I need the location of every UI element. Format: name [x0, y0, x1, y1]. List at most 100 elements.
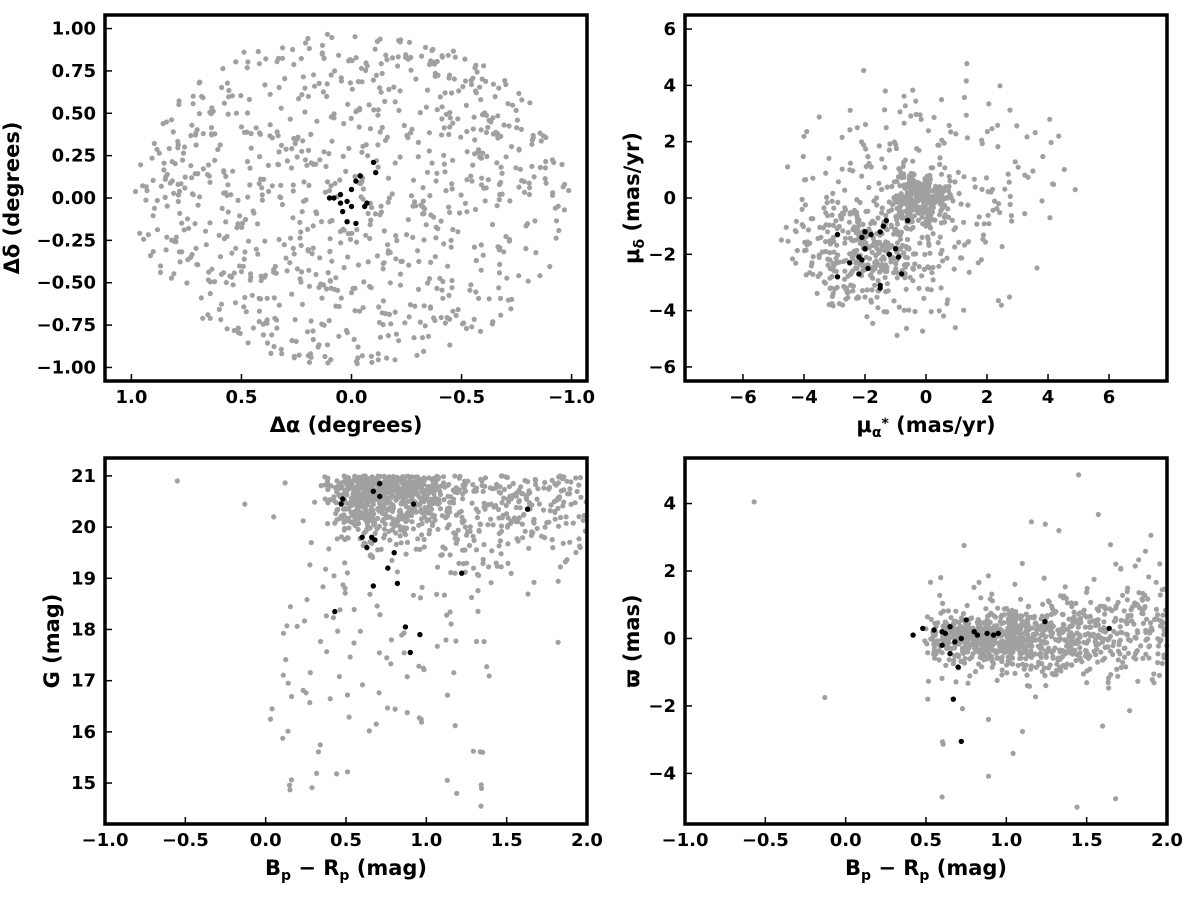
field-star-point [300, 198, 307, 204]
field-star-point [962, 645, 968, 651]
field-star-point [377, 612, 383, 618]
field-star-point [1025, 174, 1031, 180]
field-star-point [435, 484, 441, 490]
field-star-point [535, 486, 541, 492]
field-star-point [1155, 643, 1162, 649]
field-star-point [397, 533, 403, 539]
field-star-point [1115, 657, 1121, 663]
field-star-point [847, 167, 853, 173]
field-star-point [450, 157, 456, 163]
field-star-point [1034, 265, 1040, 271]
field-star-point [424, 169, 431, 175]
field-star-point [367, 553, 373, 559]
field-star-point [372, 211, 378, 217]
field-star-point [327, 696, 333, 702]
x-tick-label: 1.5 [491, 830, 523, 851]
field-star-point [473, 62, 479, 68]
field-star-point [1008, 213, 1015, 219]
field-star-point [958, 630, 964, 636]
field-star-point [920, 221, 926, 227]
field-star-point [219, 205, 225, 211]
field-star-point [1157, 592, 1163, 598]
field-star-point [1140, 620, 1146, 627]
field-star-point [353, 487, 359, 493]
field-star-point [979, 186, 985, 192]
field-star-point [470, 482, 476, 488]
field-star-point [417, 484, 423, 490]
field-star-point [300, 138, 306, 144]
field-star-point [225, 209, 231, 215]
field-star-point [894, 332, 900, 338]
field-star-point [1111, 639, 1117, 645]
field-star-point [1090, 633, 1096, 639]
field-star-point [367, 126, 373, 132]
member-star-point [373, 169, 379, 176]
field-star-point [400, 474, 406, 480]
field-star-point [1070, 651, 1076, 657]
field-star-point [379, 124, 385, 131]
member-star-point [385, 565, 391, 571]
field-star-point [508, 306, 514, 312]
field-star-point [176, 249, 182, 255]
field-star-point [974, 619, 981, 626]
field-star-point [369, 359, 375, 365]
field-star-point [842, 187, 848, 193]
field-star-point [420, 490, 426, 496]
field-star-point [435, 500, 441, 507]
field-star-point [1125, 636, 1131, 643]
field-star-point [406, 39, 413, 45]
field-star-point [160, 121, 166, 127]
field-star-point [809, 260, 815, 266]
field-star-point [1060, 595, 1066, 601]
field-star-point [886, 147, 893, 153]
field-star-point [301, 179, 307, 185]
field-star-point [421, 514, 428, 520]
field-star-point [1115, 673, 1121, 679]
field-star-point [913, 111, 919, 117]
member-star-point [931, 627, 937, 633]
field-star-point [894, 178, 900, 184]
field-star-point [822, 694, 828, 701]
field-star-point [481, 500, 487, 506]
field-star-point [335, 628, 341, 634]
field-star-point [932, 217, 938, 223]
plot-frame [103, 13, 589, 383]
field-star-point [508, 144, 515, 150]
field-star-point [945, 608, 952, 614]
field-star-point [297, 276, 303, 282]
field-star-point [446, 131, 452, 138]
field-star-point [908, 113, 914, 119]
field-star-point [324, 179, 331, 185]
field-star-point [175, 192, 182, 198]
field-star-point [803, 272, 809, 278]
field-star-point [423, 496, 429, 502]
field-star-point [840, 228, 846, 234]
field-star-point [958, 658, 964, 665]
field-star-point [411, 199, 418, 205]
field-star-point [869, 243, 875, 249]
field-star-point [506, 484, 512, 490]
field-star-point [241, 49, 247, 55]
field-star-point [480, 150, 486, 156]
field-star-point [290, 245, 296, 251]
field-star-point [1076, 472, 1082, 478]
field-star-point [319, 295, 325, 301]
field-star-point [470, 75, 476, 81]
field-star-point [291, 251, 297, 257]
field-star-point [1032, 130, 1038, 136]
field-star-point [346, 515, 352, 521]
field-star-point [799, 222, 805, 228]
field-star-point [342, 525, 348, 531]
field-star-point [1124, 619, 1130, 625]
field-star-point [482, 475, 489, 481]
field-star-point [991, 613, 997, 619]
field-star-point [1060, 621, 1066, 627]
field-star-point [386, 505, 392, 512]
field-star-point [474, 69, 480, 75]
field-star-point [1091, 576, 1097, 583]
member-star-point [895, 254, 902, 260]
field-star-point [322, 496, 328, 502]
field-star-point [497, 538, 503, 544]
field-star-point [1015, 662, 1021, 669]
field-star-point [166, 145, 172, 152]
